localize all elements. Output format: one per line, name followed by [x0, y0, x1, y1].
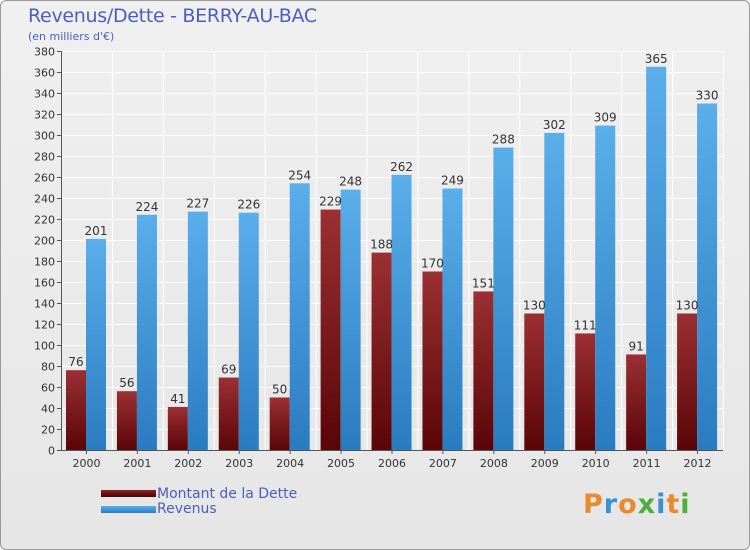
debt-bar — [218, 377, 239, 450]
debt-bar — [320, 209, 341, 450]
revenue-bar — [86, 238, 106, 450]
debt-value-label: 56 — [119, 376, 134, 390]
revenue-value-label: 249 — [441, 174, 464, 188]
chart-title: Revenus/Dette - BERRY-AU-BAC — [28, 5, 317, 27]
debt-bar — [422, 271, 443, 450]
legend-revenue-swatch — [101, 506, 156, 513]
revenue-bar — [493, 147, 514, 450]
revenue-bar — [136, 214, 157, 450]
legend-debt-swatch — [101, 490, 156, 497]
y-tick-label: 20 — [41, 424, 55, 437]
revenue-bar — [697, 103, 718, 450]
y-tick-label: 340 — [34, 88, 55, 101]
debt-value-label: 50 — [272, 383, 287, 397]
chart-subtitle: (en milliers d'€) — [28, 30, 115, 43]
y-tick-label: 200 — [34, 235, 55, 248]
revenue-value-label: 227 — [186, 197, 209, 211]
debt-value-label: 130 — [523, 299, 546, 313]
y-tick-label: 180 — [34, 256, 55, 269]
revenue-value-label: 288 — [492, 133, 515, 147]
revenue-bar — [187, 211, 208, 450]
debt-value-label: 91 — [629, 339, 644, 353]
x-tick-label: 2011 — [633, 457, 661, 470]
debt-value-label: 151 — [472, 276, 495, 290]
revenue-value-label: 365 — [645, 52, 668, 66]
debt-bar — [371, 252, 392, 450]
debt-value-label: 170 — [421, 257, 444, 271]
y-tick-label: 360 — [34, 67, 55, 80]
y-tick-label: 120 — [34, 319, 55, 332]
legend-debt-label: Montant de la Dette — [157, 486, 298, 502]
x-tick-label: 2009 — [531, 457, 559, 470]
debt-bar — [167, 406, 188, 450]
legend-revenue-label: Revenus — [157, 501, 217, 517]
debt-value-label: 229 — [319, 195, 342, 209]
debt-bar — [524, 313, 545, 450]
revenue-bar — [238, 212, 259, 450]
debt-bar — [575, 333, 596, 450]
revenue-bar — [289, 183, 310, 451]
debt-value-label: 188 — [370, 238, 393, 252]
revenue-bar — [391, 174, 412, 450]
x-tick-label: 2004 — [276, 457, 304, 470]
debt-bar — [626, 354, 647, 450]
revenue-value-label: 330 — [696, 89, 719, 103]
x-tick-label: 2005 — [327, 457, 355, 470]
y-tick-label: 0 — [48, 445, 55, 458]
y-tick-label: 220 — [34, 214, 55, 227]
x-tick-label: 2006 — [378, 457, 406, 470]
proxiti-logo: Proxiti — [583, 489, 691, 520]
x-tick-label: 2003 — [225, 457, 253, 470]
revenue-value-label: 224 — [135, 200, 158, 214]
x-tick-label: 2002 — [174, 457, 202, 470]
debt-value-label: 76 — [68, 355, 83, 369]
revenue-value-label: 309 — [594, 111, 617, 125]
y-tick-label: 140 — [34, 298, 55, 311]
debt-bar — [66, 370, 86, 450]
y-tick-label: 60 — [41, 382, 55, 395]
y-tick-label: 380 — [34, 46, 55, 59]
y-tick-label: 160 — [34, 277, 55, 290]
y-tick-label: 300 — [34, 130, 55, 143]
revenue-bar — [544, 132, 565, 450]
revenue-value-label: 226 — [237, 198, 260, 212]
revenue-value-label: 302 — [543, 118, 566, 132]
debt-bar — [473, 291, 494, 450]
y-tick-label: 40 — [41, 403, 55, 416]
revenue-value-label: 201 — [85, 224, 108, 238]
revenue-bar — [340, 189, 361, 450]
debt-value-label: 130 — [676, 299, 699, 313]
x-tick-label: 2012 — [684, 457, 712, 470]
revenue-value-label: 248 — [339, 175, 362, 189]
y-tick-label: 320 — [34, 109, 55, 122]
debt-value-label: 69 — [221, 363, 236, 377]
debt-bar — [677, 313, 698, 450]
x-tick-label: 2001 — [123, 457, 151, 470]
x-tick-label: 2007 — [429, 457, 457, 470]
y-tick-label: 100 — [34, 340, 55, 353]
debt-bar — [269, 397, 290, 450]
y-tick-label: 240 — [34, 193, 55, 206]
y-tick-label: 80 — [41, 361, 55, 374]
y-tick-label: 280 — [34, 151, 55, 164]
revenue-bar — [646, 66, 667, 450]
debt-value-label: 41 — [170, 392, 185, 406]
x-tick-label: 2000 — [72, 457, 100, 470]
y-tick-label: 260 — [34, 172, 55, 185]
revenue-bar — [442, 188, 463, 451]
x-tick-label: 2010 — [582, 457, 610, 470]
revenue-value-label: 262 — [390, 160, 413, 174]
debt-value-label: 111 — [574, 318, 597, 332]
debt-bar — [116, 391, 137, 450]
revenue-value-label: 254 — [288, 168, 311, 182]
revenue-bar — [595, 125, 616, 451]
x-tick-label: 2008 — [480, 457, 508, 470]
